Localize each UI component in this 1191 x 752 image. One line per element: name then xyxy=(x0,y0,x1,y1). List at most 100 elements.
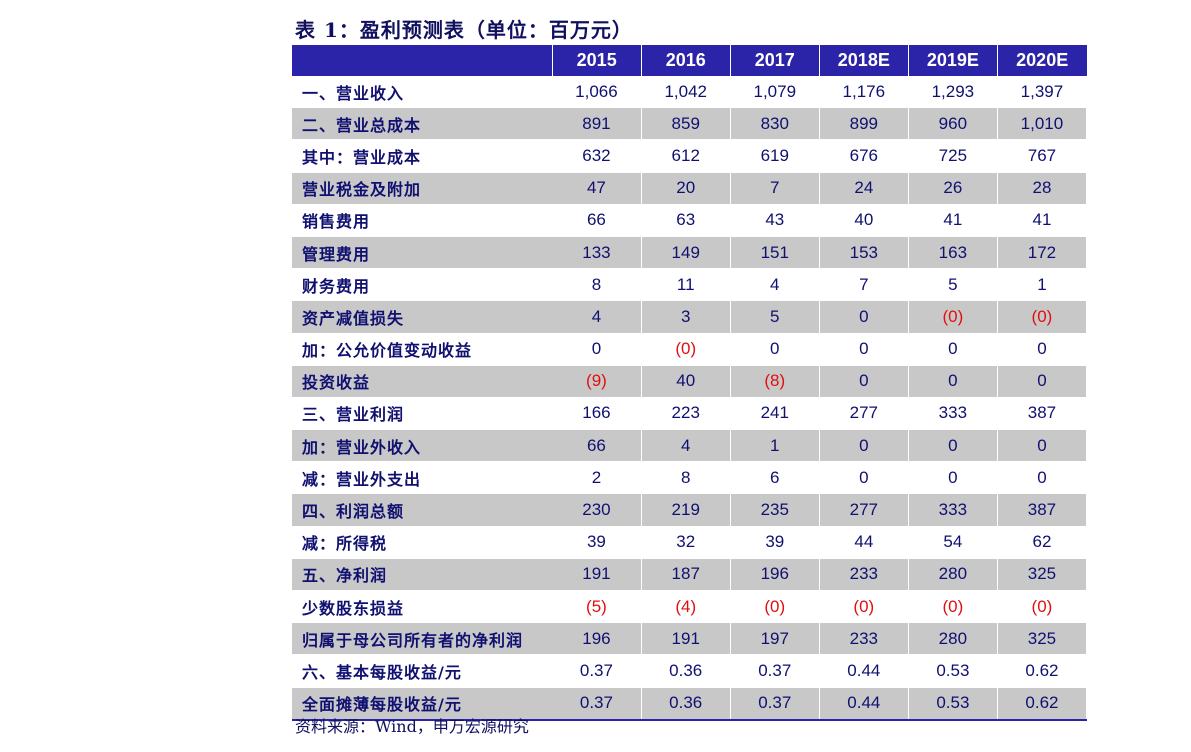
value-cell: 0.36 xyxy=(641,687,731,721)
value-cell: 0 xyxy=(819,333,909,366)
value-cell: 325 xyxy=(997,558,1088,592)
table-row: 少数股东损益 (5) (4) (0) (0) (0) (0) xyxy=(292,590,1088,624)
value-cell: 899 xyxy=(819,107,909,141)
value-cell: 0.37 xyxy=(730,654,820,688)
value-cell: (0) xyxy=(730,590,820,624)
value-cell: 196 xyxy=(552,622,642,656)
table-row: 销售费用 66 63 43 40 41 41 xyxy=(292,204,1088,237)
row-label: 其中：营业成本 xyxy=(292,139,553,173)
header-cell-year: 2016 xyxy=(641,45,731,76)
row-label: 销售费用 xyxy=(292,204,553,237)
value-cell: 163 xyxy=(908,236,998,270)
value-cell: 1,397 xyxy=(997,76,1088,109)
table-row: 三、营业利润 166 223 241 277 333 387 xyxy=(292,397,1088,431)
value-cell: 233 xyxy=(819,558,909,592)
value-cell: 891 xyxy=(552,107,642,141)
value-cell: 196 xyxy=(730,558,820,592)
row-label: 营业税金及附加 xyxy=(292,172,553,205)
value-cell: 5 xyxy=(730,300,820,334)
value-cell: 0.53 xyxy=(908,687,998,721)
value-cell: 0.37 xyxy=(552,654,642,688)
value-cell: 4 xyxy=(552,300,642,334)
value-cell: 277 xyxy=(819,397,909,431)
value-cell: 0.44 xyxy=(819,687,909,721)
row-label: 少数股东损益 xyxy=(292,590,553,624)
value-cell: 40 xyxy=(641,365,731,398)
value-cell: (0) xyxy=(997,590,1088,624)
row-label: 加：公允价值变动收益 xyxy=(292,333,553,366)
value-cell: 151 xyxy=(730,236,820,270)
table-row: 资产减值损失 4 3 5 0 (0) (0) xyxy=(292,300,1088,334)
value-cell: 0 xyxy=(730,333,820,366)
value-cell: 280 xyxy=(908,558,998,592)
value-cell: 1,010 xyxy=(997,107,1088,141)
value-cell: (0) xyxy=(908,590,998,624)
value-cell: 632 xyxy=(552,139,642,173)
value-cell: 0 xyxy=(997,365,1088,398)
row-label: 归属于母公司所有者的净利润 xyxy=(292,622,553,656)
value-cell: 24 xyxy=(819,172,909,205)
row-label: 四、利润总额 xyxy=(292,493,553,527)
table-row: 投资收益 (9) 40 (8) 0 0 0 xyxy=(292,365,1088,398)
value-cell: 28 xyxy=(997,172,1088,205)
value-cell: 1,042 xyxy=(641,76,731,109)
value-cell: 11 xyxy=(641,268,731,302)
value-cell: 7 xyxy=(819,268,909,302)
value-cell: 676 xyxy=(819,139,909,173)
row-label: 三、营业利润 xyxy=(292,397,553,431)
value-cell: 725 xyxy=(908,139,998,173)
value-cell: 619 xyxy=(730,139,820,173)
value-cell: 191 xyxy=(641,622,731,656)
value-cell: 387 xyxy=(997,493,1088,527)
source-note: 资料来源：Wind，申万宏源研究 xyxy=(295,717,529,736)
value-cell: 63 xyxy=(641,204,731,237)
value-cell: 960 xyxy=(908,107,998,141)
value-cell: 197 xyxy=(730,622,820,656)
value-cell: 4 xyxy=(641,429,731,463)
value-cell: 333 xyxy=(908,397,998,431)
value-cell: 325 xyxy=(997,622,1088,656)
row-label: 减：营业外支出 xyxy=(292,461,553,495)
value-cell: 133 xyxy=(552,236,642,270)
value-cell: 280 xyxy=(908,622,998,656)
table-row: 管理费用 133 149 151 153 163 172 xyxy=(292,236,1088,270)
value-cell: 387 xyxy=(997,397,1088,431)
value-cell: 859 xyxy=(641,107,731,141)
row-label: 减：所得税 xyxy=(292,526,553,559)
table-title: 表 1：盈利预测表（单位：百万元） xyxy=(295,18,633,42)
value-cell: 8 xyxy=(641,461,731,495)
row-label: 二、营业总成本 xyxy=(292,107,553,141)
value-cell: 0.36 xyxy=(641,654,731,688)
value-cell: (5) xyxy=(552,590,642,624)
value-cell: 0 xyxy=(997,461,1088,495)
value-cell: (9) xyxy=(552,365,642,398)
table-row: 二、营业总成本 891 859 830 899 960 1,010 xyxy=(292,107,1088,141)
table-row: 加：公允价值变动收益 0 (0) 0 0 0 0 xyxy=(292,333,1088,366)
table-row: 减：营业外支出 2 8 6 0 0 0 xyxy=(292,461,1088,495)
value-cell: 0 xyxy=(819,300,909,334)
value-cell: 0.37 xyxy=(730,687,820,721)
value-cell: 277 xyxy=(819,493,909,527)
value-cell: 223 xyxy=(641,397,731,431)
value-cell: 1,293 xyxy=(908,76,998,109)
table-row: 五、净利润 191 187 196 233 280 325 xyxy=(292,558,1088,592)
value-cell: 191 xyxy=(552,558,642,592)
header-cell-year: 2019E xyxy=(908,45,998,76)
profit-forecast-table: 2015 2016 2017 2018E 2019E 2020E 一、营业收入 1… xyxy=(292,45,1088,721)
table-row: 归属于母公司所有者的净利润 196 191 197 233 280 325 xyxy=(292,622,1088,656)
value-cell: 767 xyxy=(997,139,1088,173)
row-label: 六、基本每股收益/元 xyxy=(292,654,553,688)
value-cell: 1 xyxy=(730,429,820,463)
value-cell: 47 xyxy=(552,172,642,205)
header-cell-label xyxy=(292,45,553,76)
value-cell: 0 xyxy=(819,461,909,495)
value-cell: 41 xyxy=(997,204,1088,237)
header-cell-year: 2015 xyxy=(552,45,642,76)
value-cell: 230 xyxy=(552,493,642,527)
value-cell: (0) xyxy=(997,300,1088,334)
row-label: 一、营业收入 xyxy=(292,76,553,109)
value-cell: 166 xyxy=(552,397,642,431)
value-cell: 241 xyxy=(730,397,820,431)
value-cell: 32 xyxy=(641,526,731,559)
value-cell: 153 xyxy=(819,236,909,270)
